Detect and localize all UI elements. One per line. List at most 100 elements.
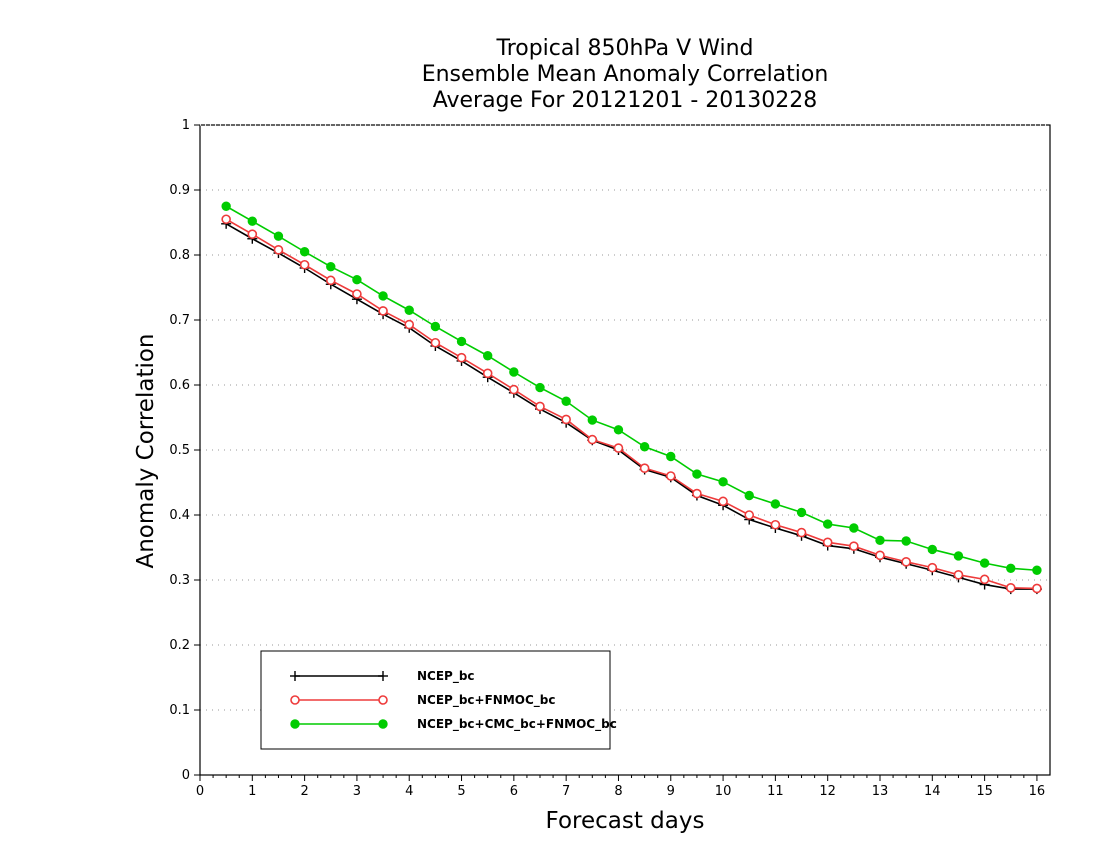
data-point [247,216,258,226]
data-point [352,275,362,285]
x-tick-label: 9 [667,784,675,799]
data-point [378,306,388,316]
data-point [482,351,493,361]
x-axis-label: Forecast days [545,808,705,834]
data-point [770,499,781,509]
data-point [639,442,650,452]
data-point [770,519,781,530]
x-tick-label: 13 [872,784,889,799]
chart-title-line-2: Ensemble Mean Anomaly Correlation [421,62,829,87]
data-point [325,275,336,286]
data-point [456,352,467,363]
data-point [535,401,545,412]
legend-marker [378,719,388,729]
data-point [875,535,885,546]
x-tick-label: 5 [457,784,465,799]
data-point [718,477,728,487]
data-point [326,262,336,272]
y-axis-label: Anomaly Correlation [133,333,159,569]
data-point [796,507,807,518]
data-point [1005,582,1016,593]
x-tick-label: 10 [715,784,732,799]
x-tick-label: 7 [562,784,570,799]
data-point [953,569,964,580]
data-point [927,562,938,573]
legend-label: NCEP_bc [417,669,475,684]
data-point [482,368,493,379]
x-tick-label: 11 [767,784,784,799]
data-point [953,551,964,561]
legend-label: NCEP_bc+CMC_bc+FNMOC_bc [417,717,617,732]
data-point [979,574,990,585]
data-point [535,382,545,393]
x-tick-label: 6 [510,784,518,799]
data-point [718,496,728,507]
data-point [561,414,571,425]
x-tick-label: 2 [300,784,308,799]
y-tick-label: 0.3 [169,573,190,588]
data-point [587,415,598,425]
data-point [404,319,415,330]
data-point [692,469,702,479]
data-point [299,259,310,270]
data-point [352,289,362,299]
chart-title-line-1: Tropical 850hPa V Wind [496,36,754,61]
data-point [849,541,859,552]
data-point [796,527,807,538]
data-point [692,488,702,499]
x-tick-label: 1 [248,784,256,799]
data-point [273,231,284,241]
data-point [247,229,258,239]
data-point [587,434,598,445]
data-point [221,201,231,211]
chart-title-line-3: Average For 20121201 - 20130228 [432,88,818,113]
data-point [561,396,571,406]
y-tick-label: 0.5 [169,443,190,458]
y-tick-label: 1 [182,118,190,133]
x-tick-label: 15 [976,784,993,799]
data-point [378,291,388,301]
legend-marker [378,695,388,705]
legend-marker [290,695,300,705]
data-point [849,523,859,533]
data-point [665,471,676,481]
data-point [404,305,414,315]
y-tick-label: 0.6 [169,378,190,393]
data-point [822,537,833,548]
data-point [613,443,624,453]
data-point [299,247,310,257]
y-tick-label: 0.1 [169,703,190,718]
x-tick-label: 4 [405,784,413,799]
data-point [509,384,519,395]
data-point [979,558,990,568]
legend-marker [378,671,388,681]
data-point [509,367,519,377]
x-tick-label: 0 [196,784,204,799]
data-point [456,336,467,347]
data-point [901,536,911,546]
y-tick-label: 0.8 [169,248,190,263]
data-point [430,337,441,348]
legend-marker [290,719,300,729]
data-point [613,425,624,435]
data-point [875,550,885,561]
data-point [1006,563,1016,573]
data-point [639,463,650,474]
data-point [1032,565,1042,575]
series-line-2 [225,205,1037,572]
series-line-0 [225,223,1037,590]
data-point [430,321,441,332]
x-tick-label: 3 [353,784,361,799]
data-point [666,451,676,462]
data-point [744,490,754,501]
x-tick-label: 16 [1029,784,1046,799]
x-tick-label: 12 [819,784,836,799]
x-tick-label: 14 [924,784,941,799]
data-point [273,245,284,255]
y-tick-label: 0.4 [169,508,190,523]
y-tick-label: 0.7 [169,313,190,328]
y-tick-label: 0.9 [169,183,190,198]
x-tick-label: 8 [614,784,622,799]
